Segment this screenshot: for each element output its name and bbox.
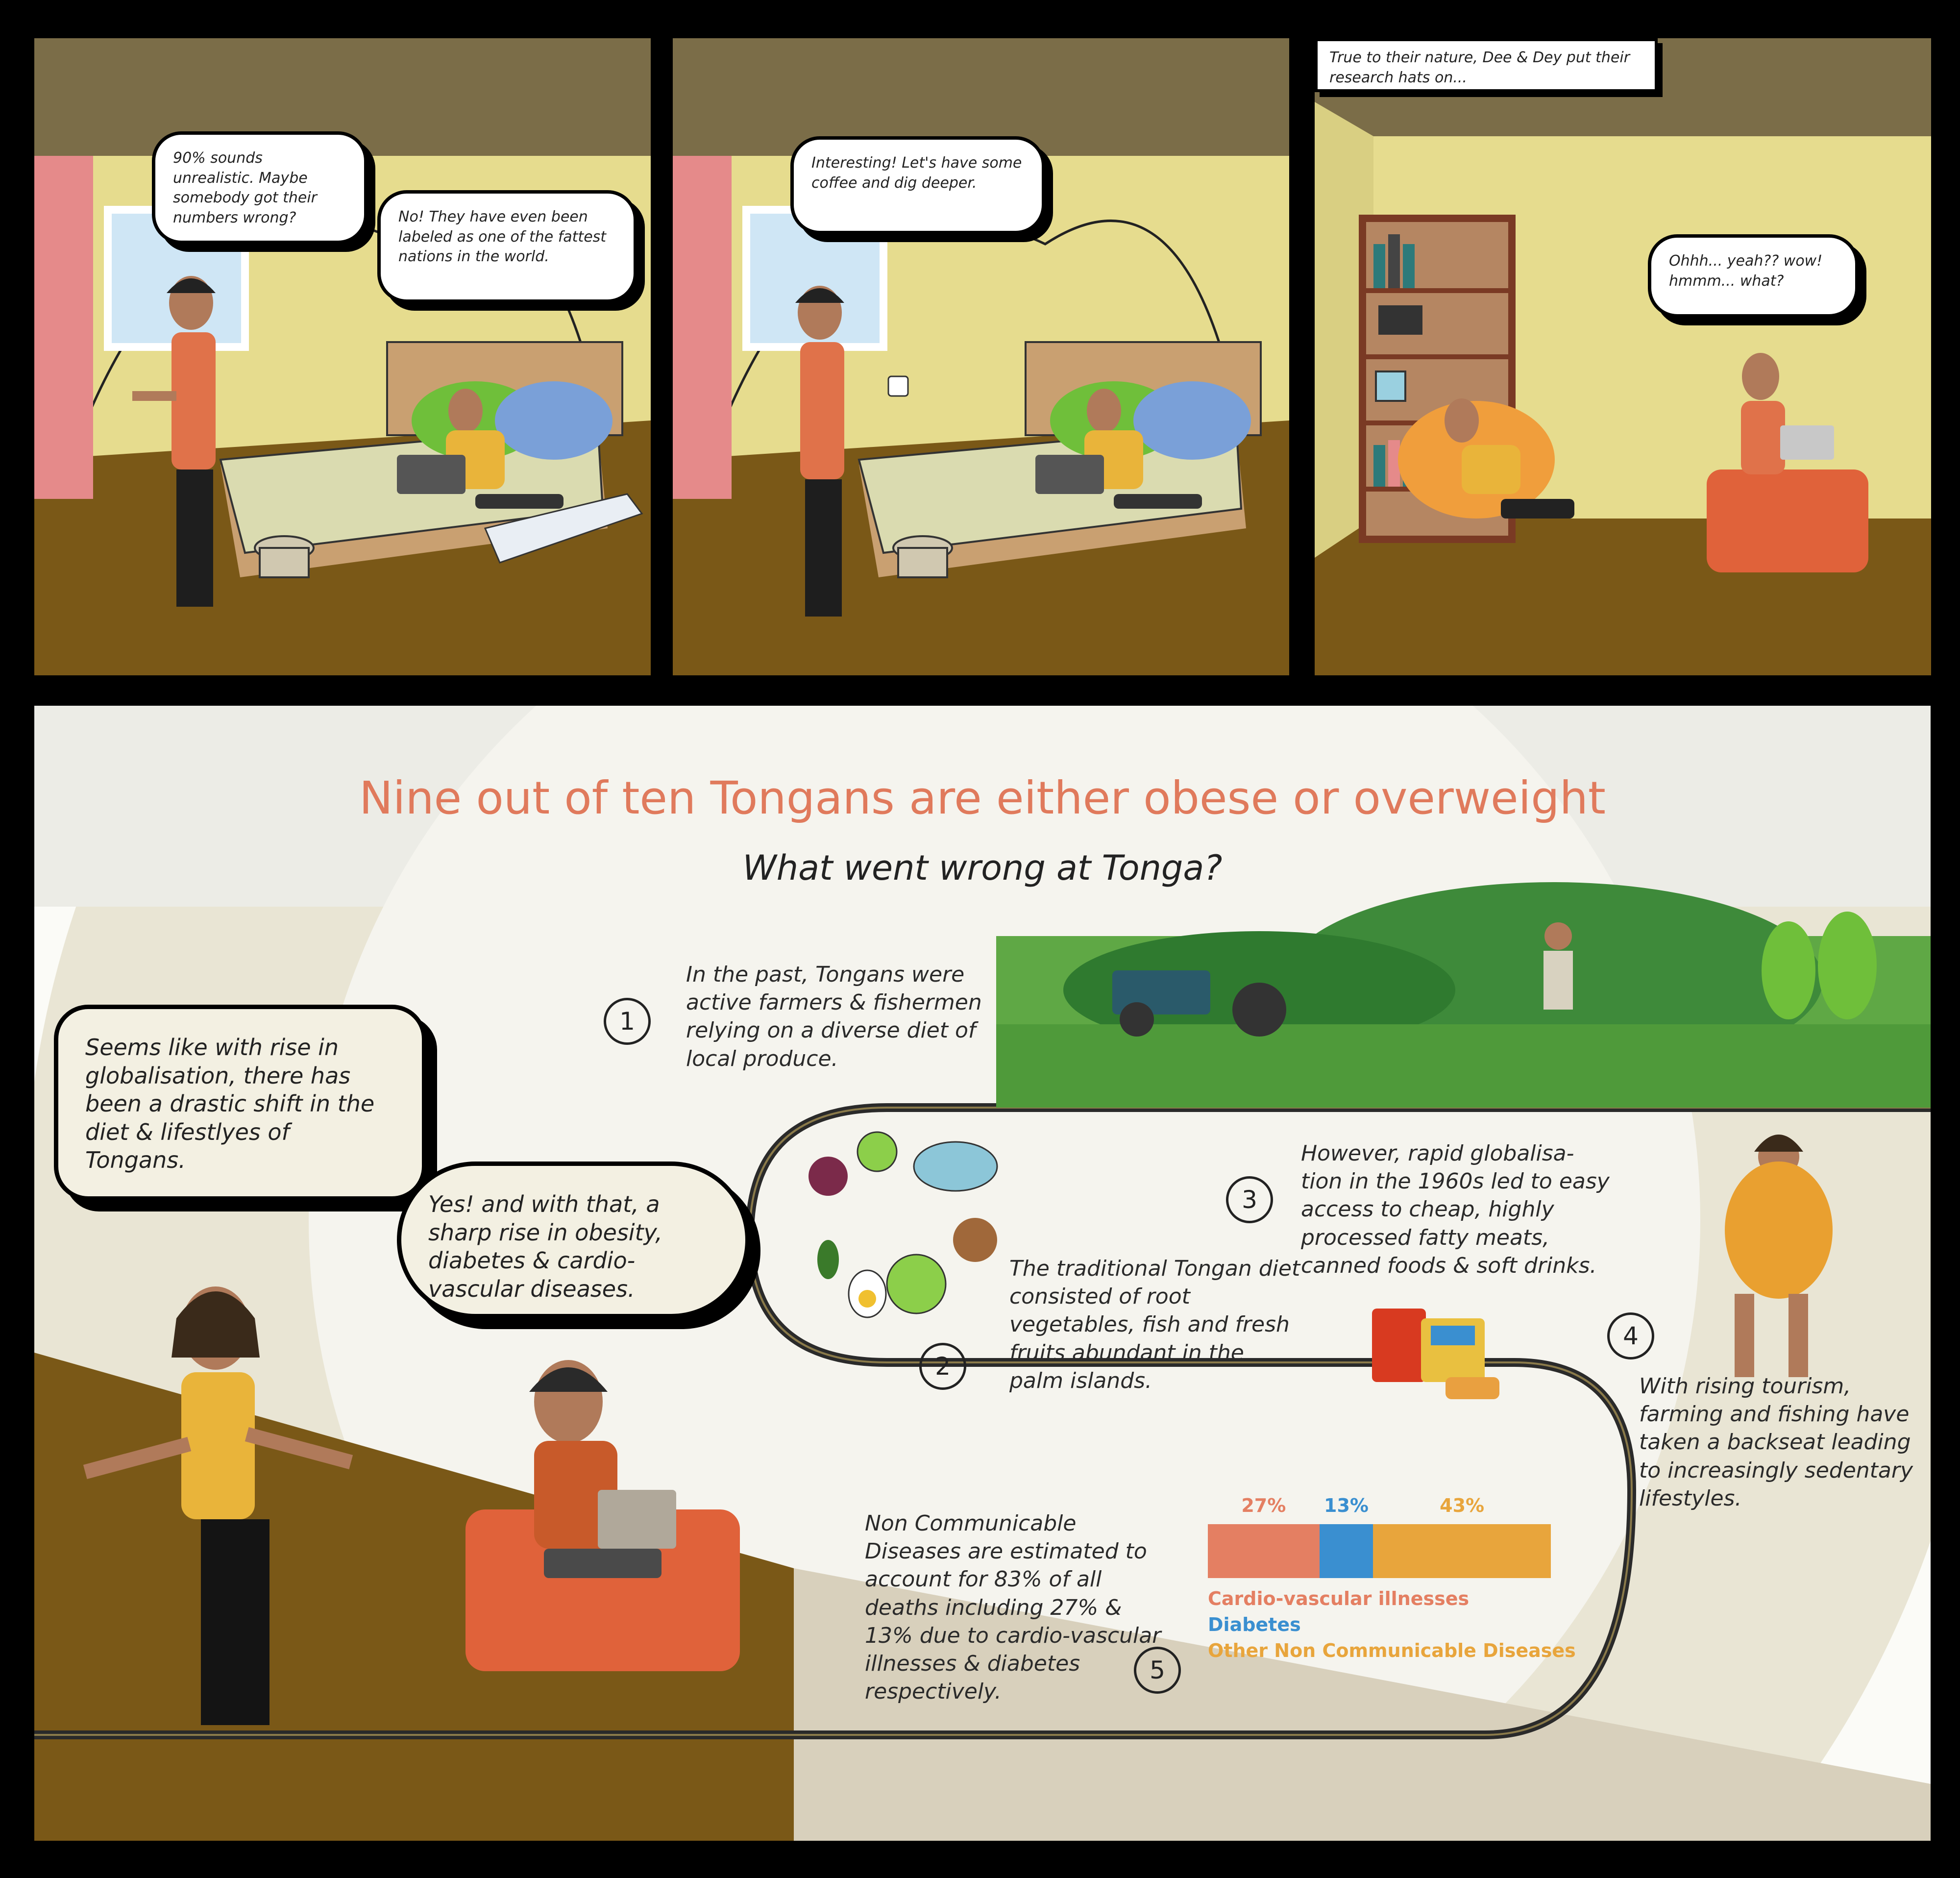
speech-bubble-left: 90% sounds unrealistic. Maybe somebody g…: [152, 131, 368, 244]
bar-data-label-2: 13%: [1324, 1495, 1369, 1516]
bar-segment-3: [1373, 1524, 1551, 1578]
bar-data-label-1: 27%: [1241, 1495, 1286, 1516]
page-subtitle: What went wrong at Tonga?: [742, 848, 1223, 888]
step-2-text: The traditional Tongan diet consisted of…: [1009, 1256, 1300, 1393]
comic-panel-3: True to their nature, Dee & Dey put thei…: [1315, 38, 1931, 675]
bubble-text: Yes! and with that, a sharp rise in obes…: [428, 1191, 662, 1302]
caption-text: True to their nature, Dee & Dey put thei…: [1329, 49, 1630, 86]
step-5-text: Non Communicable Diseases are estimated …: [865, 1511, 1161, 1705]
step-number-2: 2: [919, 1343, 966, 1390]
bar-data-label-3: 43%: [1440, 1495, 1485, 1516]
page-title: Nine out of ten Tongans are either obese…: [359, 772, 1606, 824]
bedroom-scene-illustration: [673, 38, 1289, 675]
bar-segment-2: [1319, 1524, 1373, 1578]
canned-food-illustration: [1372, 1309, 1499, 1399]
bubble-text: Seems like with rise in globalisation, t…: [85, 1034, 375, 1173]
study-room-illustration: [1315, 38, 1931, 675]
infographic-panel: Nine out of ten Tongans are either obese…: [34, 706, 1931, 1841]
comic-panel-2: Interesting! Let's have some coffee and …: [673, 38, 1289, 675]
food-circle-illustration: [808, 1131, 998, 1318]
step-1-text: In the past, Tongans were active farmers…: [686, 962, 982, 1071]
ncd-stacked-bar-chart: 27% 13% 43%: [1208, 1495, 1551, 1622]
step-number-1: 1: [604, 998, 651, 1045]
step-3-text: However, rapid globalisa-tion in the 196…: [1301, 1141, 1610, 1278]
woman-eating-illustration: [1725, 1135, 1833, 1377]
bubble-text: Interesting! Let's have some coffee and …: [811, 154, 1022, 192]
step-4-text: With rising tourism, farming and fishing…: [1639, 1374, 1913, 1511]
step-number-4: 4: [1607, 1312, 1654, 1359]
legend-other-ncd: Other Non Communicable Diseases: [1208, 1640, 1576, 1661]
dey-on-sofa-illustration: [466, 1360, 740, 1671]
dee-speech-bubble: Seems like with rise in globalisation, t…: [54, 1005, 426, 1201]
narration-caption: True to their nature, Dee & Dey put thei…: [1315, 38, 1658, 92]
step-number-5: 5: [1134, 1647, 1181, 1694]
bubble-text: Ohhh... yeah?? wow! hmmm... what?: [1669, 252, 1823, 290]
bar-label-row: 27% 13% 43%: [1208, 1495, 1551, 1519]
legend-diabetes: Diabetes: [1208, 1614, 1301, 1635]
bubble-text: No! They have even been labeled as one o…: [398, 208, 607, 265]
bubble-text: 90% sounds unrealistic. Maybe somebody g…: [173, 149, 317, 226]
dee-shrugging-illustration: [83, 1286, 353, 1725]
speech-bubble-right: No! They have even been labeled as one o…: [377, 190, 637, 303]
step-number-3: 3: [1226, 1176, 1273, 1223]
farm-scene-illustration: [996, 882, 1931, 1108]
legend-cardio: Cardio-vascular illnesses: [1208, 1588, 1470, 1609]
bar-segment-1: [1208, 1524, 1320, 1578]
comic-panel-1: 90% sounds unrealistic. Maybe somebody g…: [34, 38, 651, 675]
dey-speech-bubble: Yes! and with that, a sharp rise in obes…: [397, 1161, 750, 1318]
bar-track: [1208, 1524, 1551, 1578]
speech-bubble: Ohhh... yeah?? wow! hmmm... what?: [1648, 234, 1859, 318]
speech-bubble: Interesting! Let's have some coffee and …: [790, 136, 1045, 234]
